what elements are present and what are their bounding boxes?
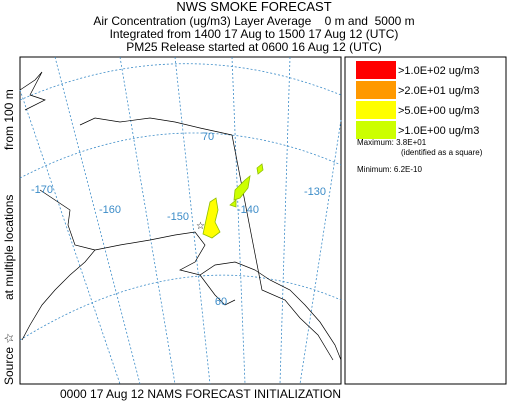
legend-maximum: Maximum: 3.8E+01 <box>357 138 427 147</box>
graticule-label: -170 <box>31 184 53 196</box>
graticule-label: 60 <box>215 296 227 308</box>
legend-max-note: (identified as a square) <box>401 148 483 157</box>
graticule <box>19 56 342 385</box>
legend-swatch <box>356 61 396 79</box>
legend-label: >1.0E+00 ug/m3 <box>398 125 479 137</box>
legend-swatch <box>356 81 396 99</box>
footer: 0000 17 Aug 12 NAMS FORECAST INITIALIZAT… <box>60 387 341 401</box>
coastline <box>19 71 342 361</box>
header-line: PM25 Release started at 0600 16 Aug 12 (… <box>126 40 381 54</box>
side-label: at multiple locations <box>2 195 16 300</box>
title: NWS SMOKE FORECAST <box>176 0 331 14</box>
graticule-label: -160 <box>99 204 121 216</box>
source-star: ☆ <box>196 221 205 232</box>
header-line: Integrated from 1400 17 Aug to 1500 17 A… <box>110 27 399 41</box>
graticule-label: -150 <box>167 211 189 223</box>
legend-minimum: Minimum: 6.2E-10 <box>357 165 422 174</box>
legend-label: >1.0E+02 ug/m3 <box>398 65 479 77</box>
legend-swatch <box>356 101 396 119</box>
graticule-label: -140 <box>237 204 259 216</box>
side-label: Source ☆ <box>2 333 16 385</box>
graticule-label: 70 <box>202 131 214 143</box>
map-frame <box>19 56 342 385</box>
legend-label: >2.0E+01 ug/m3 <box>398 85 479 97</box>
side-label: from 100 m <box>2 89 16 150</box>
smoke-plumes <box>202 163 264 239</box>
legend-swatch <box>356 121 396 139</box>
header-line: Air Concentration (ug/m3) Layer Average … <box>93 14 414 28</box>
legend-label: >5.0E+00 ug/m3 <box>398 105 479 117</box>
graticule-label: -130 <box>304 186 326 198</box>
